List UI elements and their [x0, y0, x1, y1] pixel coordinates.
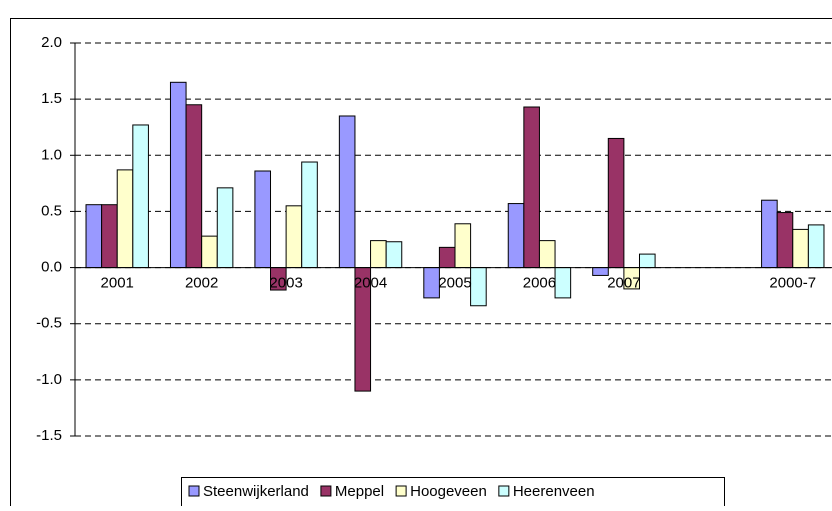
- bar: [471, 268, 487, 306]
- bar: [555, 268, 571, 298]
- bar: [762, 200, 778, 267]
- legend-label: Steenwijkerland: [203, 483, 309, 500]
- bar: [371, 241, 387, 268]
- x-tick-label: 2006: [523, 275, 556, 292]
- y-tick-label: -1.0: [36, 371, 62, 388]
- legend-swatch: [396, 486, 406, 496]
- x-tick-label: 2000-7: [769, 275, 816, 292]
- y-tick-label: 1.5: [41, 90, 62, 107]
- bar: [508, 204, 524, 268]
- bar: [524, 107, 540, 268]
- bar: [386, 242, 402, 268]
- legend-label: Heerenveen: [513, 483, 595, 500]
- bar: [593, 268, 609, 276]
- bar: [202, 236, 218, 267]
- y-tick-label: 1.0: [41, 146, 62, 163]
- bar: [439, 247, 455, 267]
- y-tick-label: 0.0: [41, 259, 62, 276]
- bar: [133, 125, 149, 268]
- legend-swatch: [321, 486, 331, 496]
- bar: [608, 138, 624, 267]
- y-tick-label: -1.5: [36, 427, 62, 444]
- bar: [86, 205, 102, 268]
- x-tick-label: 2004: [354, 275, 387, 292]
- bar: [539, 241, 555, 268]
- y-tick-label: 0.5: [41, 202, 62, 219]
- bar: [170, 82, 186, 267]
- y-tick-label: -0.5: [36, 315, 62, 332]
- bar: [639, 254, 655, 267]
- bar: [339, 116, 355, 268]
- legend-label: Meppel: [335, 483, 384, 500]
- bar: [186, 105, 202, 268]
- bar: [793, 229, 809, 267]
- legend-swatch: [499, 486, 509, 496]
- bar: [808, 225, 824, 268]
- bar: [455, 224, 471, 268]
- bar: [302, 162, 318, 268]
- legend-swatch: [189, 486, 199, 496]
- x-tick-label: 2001: [101, 275, 134, 292]
- legend-label: Hoogeveen: [410, 483, 487, 500]
- bar: [255, 171, 271, 268]
- x-tick-label: 2003: [269, 275, 302, 292]
- bar: [777, 213, 793, 268]
- bar: [102, 205, 118, 268]
- bar: [217, 188, 233, 268]
- bar: [286, 206, 302, 268]
- y-tick-label: 2.0: [41, 34, 62, 51]
- x-tick-label: 2002: [185, 275, 218, 292]
- bar: [424, 268, 440, 298]
- bar: [117, 170, 133, 268]
- x-tick-label: 2005: [438, 275, 471, 292]
- x-tick-label: 2007: [607, 275, 640, 292]
